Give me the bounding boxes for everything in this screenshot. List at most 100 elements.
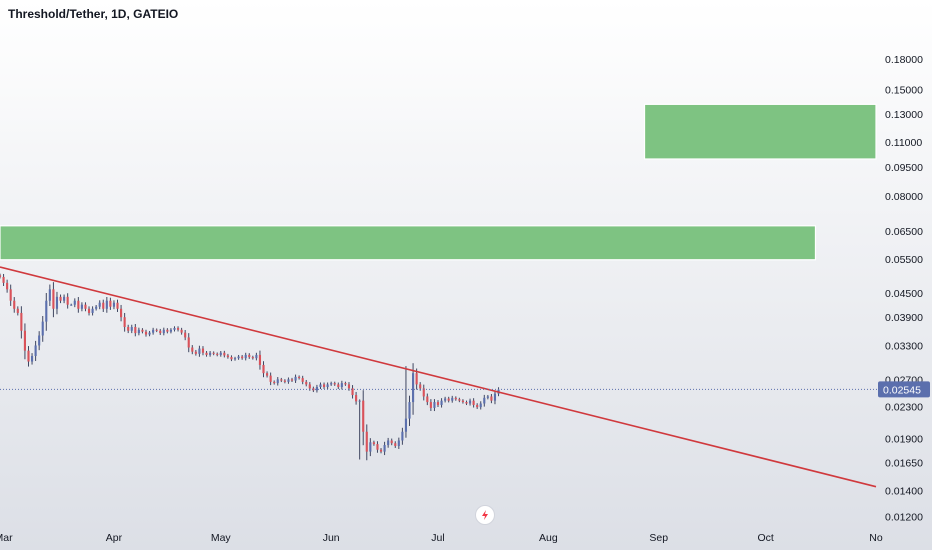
candle — [155, 328, 158, 333]
candle-body — [298, 376, 301, 379]
candle — [479, 401, 482, 410]
candle — [148, 330, 151, 337]
candle — [98, 300, 101, 310]
candle-body — [266, 373, 269, 376]
candle-body — [148, 332, 151, 335]
candle — [358, 399, 361, 460]
candle-body — [241, 356, 244, 359]
candle — [322, 382, 326, 389]
candle — [429, 399, 432, 412]
candle — [258, 350, 262, 370]
candle-body — [344, 383, 347, 385]
candle-body — [152, 329, 155, 333]
candle — [144, 329, 148, 337]
candle — [0, 273, 2, 279]
candle — [73, 298, 76, 308]
y-tick-label: 0.03900 — [885, 312, 923, 324]
candle — [237, 354, 240, 360]
candle — [436, 400, 440, 408]
candle — [287, 377, 290, 384]
candle-body — [454, 397, 457, 400]
candle — [333, 381, 336, 386]
candle-body — [301, 378, 304, 382]
candle — [87, 306, 91, 316]
y-tick-label: 0.18000 — [885, 54, 923, 66]
y-tick-label: 0.11000 — [885, 137, 922, 149]
time-axis[interactable]: Mar Apr May Jun Jul Aug Sep Oct No — [0, 532, 883, 544]
candle — [230, 355, 233, 362]
candle — [6, 279, 9, 293]
candle-body — [6, 282, 9, 290]
scroll-to-realtime-button[interactable] — [475, 505, 495, 525]
candle — [404, 366, 408, 438]
candle-body — [176, 327, 180, 330]
candle-body — [66, 296, 69, 305]
y-tick-label: 0.04500 — [885, 288, 923, 300]
candle — [269, 372, 272, 386]
candle-body — [123, 317, 126, 328]
candle — [379, 448, 383, 454]
candle — [476, 403, 479, 409]
candle-body — [412, 373, 415, 403]
candle-body — [351, 388, 354, 396]
candle — [483, 394, 486, 407]
candle-body — [63, 296, 66, 301]
candle-body — [447, 398, 450, 401]
candle — [401, 427, 404, 445]
candle-body — [283, 380, 286, 382]
candle-body — [294, 376, 297, 381]
candle — [162, 327, 165, 336]
candle — [30, 353, 34, 365]
x-tick-label: Aug — [539, 532, 558, 544]
candle — [305, 379, 308, 387]
candle — [276, 377, 279, 386]
price-axis[interactable]: 0.18000 0.15000 0.13000 0.11000 0.09500 0.080… — [878, 54, 930, 523]
candle — [312, 386, 315, 393]
candle — [344, 381, 347, 386]
candle — [91, 306, 94, 316]
trendline-layer — [0, 266, 877, 488]
candle-body — [2, 276, 5, 283]
current-price-tag: 0.02545 — [878, 381, 930, 398]
candle-body — [426, 396, 429, 403]
candle-body — [330, 383, 333, 385]
candle-body — [408, 402, 411, 419]
y-tick-label: 0.06500 — [885, 226, 923, 238]
candle — [216, 352, 219, 357]
candle — [48, 284, 51, 307]
candle-body — [358, 400, 361, 402]
candle-body — [476, 404, 479, 408]
candle — [52, 282, 55, 318]
candle — [134, 323, 137, 337]
candle — [23, 323, 26, 360]
candle-body — [95, 306, 98, 309]
candle — [461, 399, 464, 404]
candle — [251, 355, 254, 360]
candle-body — [429, 402, 432, 408]
candle — [159, 328, 162, 335]
chart-title: Threshold/Tether, 1D, GATEIO — [8, 7, 179, 21]
candle-body — [102, 302, 105, 309]
candle-body — [48, 289, 51, 301]
candle-body — [226, 355, 229, 358]
zones-layer — [0, 103, 877, 261]
candle — [80, 302, 83, 312]
candle-body — [162, 329, 165, 334]
candle — [387, 437, 390, 448]
candle — [390, 438, 393, 446]
candle — [169, 328, 172, 334]
candle — [468, 398, 472, 406]
candle — [440, 398, 443, 408]
candle-body — [347, 384, 351, 389]
candle — [493, 390, 497, 405]
candle-body — [184, 332, 187, 338]
candle — [397, 437, 400, 449]
candle-body — [333, 383, 336, 385]
candle — [451, 395, 454, 403]
candle-body — [483, 397, 486, 404]
y-tick-label: 0.01900 — [885, 434, 923, 446]
candle-body — [13, 300, 16, 309]
candle-body — [397, 440, 400, 446]
